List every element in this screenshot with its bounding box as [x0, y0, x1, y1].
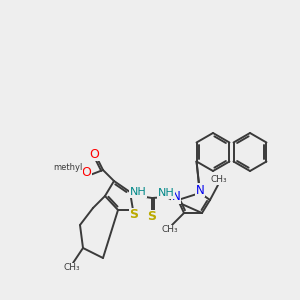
Text: N: N	[196, 184, 204, 196]
Text: CH₃: CH₃	[64, 263, 80, 272]
Text: NH: NH	[130, 187, 146, 197]
Text: methyl: methyl	[53, 164, 83, 172]
Text: S: S	[130, 208, 139, 221]
Text: CH₃: CH₃	[211, 176, 227, 184]
Text: S: S	[148, 211, 157, 224]
Text: CH₃: CH₃	[162, 226, 178, 235]
Text: N: N	[172, 190, 180, 203]
Text: O: O	[89, 148, 99, 160]
Text: NH: NH	[158, 188, 174, 198]
Text: O: O	[81, 167, 91, 179]
